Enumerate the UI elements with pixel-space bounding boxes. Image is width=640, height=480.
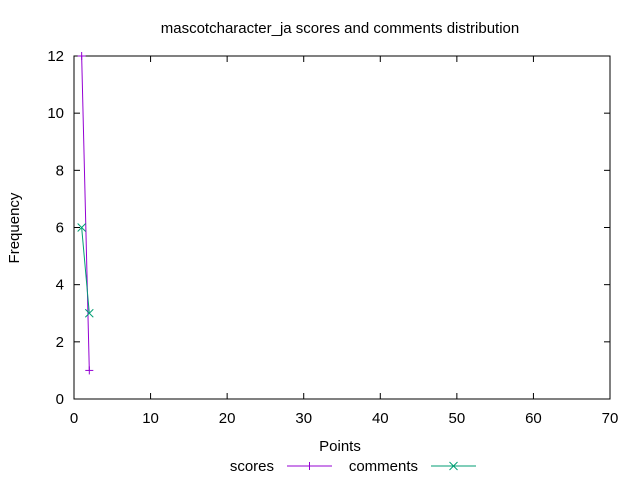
x-tick-label: 0 xyxy=(70,410,78,427)
legend-marker-scores xyxy=(305,462,314,470)
series-layer xyxy=(77,52,94,375)
y-axis-label: Frequency xyxy=(6,192,23,263)
x-tick-label: 50 xyxy=(449,410,466,427)
y-axis: 0 2 4 6 8 10 12 xyxy=(47,48,610,408)
y-tick-label: 4 xyxy=(56,277,64,294)
x-axis: 0 10 20 30 40 50 60 70 xyxy=(70,56,619,427)
y-tick-label: 12 xyxy=(47,48,64,65)
y-tick-label: 2 xyxy=(56,334,64,351)
data-point-comments xyxy=(77,223,87,232)
legend-marker-comments xyxy=(449,461,458,471)
legend-label-scores: scores xyxy=(230,458,274,475)
y-tick-label: 6 xyxy=(56,220,64,237)
x-axis-label: Points xyxy=(319,438,361,455)
x-tick-label: 30 xyxy=(295,410,312,427)
data-point-scores xyxy=(85,366,94,375)
series-line-scores xyxy=(81,55,90,371)
series-line-comments xyxy=(81,227,90,314)
chart-title: mascotcharacter_ja scores and comments d… xyxy=(161,20,520,37)
legend: scores comments xyxy=(230,458,476,475)
x-tick-label: 70 xyxy=(602,410,619,427)
data-point-scores xyxy=(77,52,86,60)
y-tick-label: 8 xyxy=(56,162,64,179)
data-point-comments xyxy=(84,308,94,318)
y-tick-label: 10 xyxy=(47,105,64,122)
x-tick-label: 60 xyxy=(525,410,542,427)
plot-frame xyxy=(73,55,611,400)
legend-label-comments: comments xyxy=(349,458,418,475)
y-tick-label: 0 xyxy=(56,391,64,408)
x-tick-label: 40 xyxy=(372,410,389,427)
x-tick-label: 20 xyxy=(219,410,236,427)
x-tick-label: 10 xyxy=(142,410,159,427)
